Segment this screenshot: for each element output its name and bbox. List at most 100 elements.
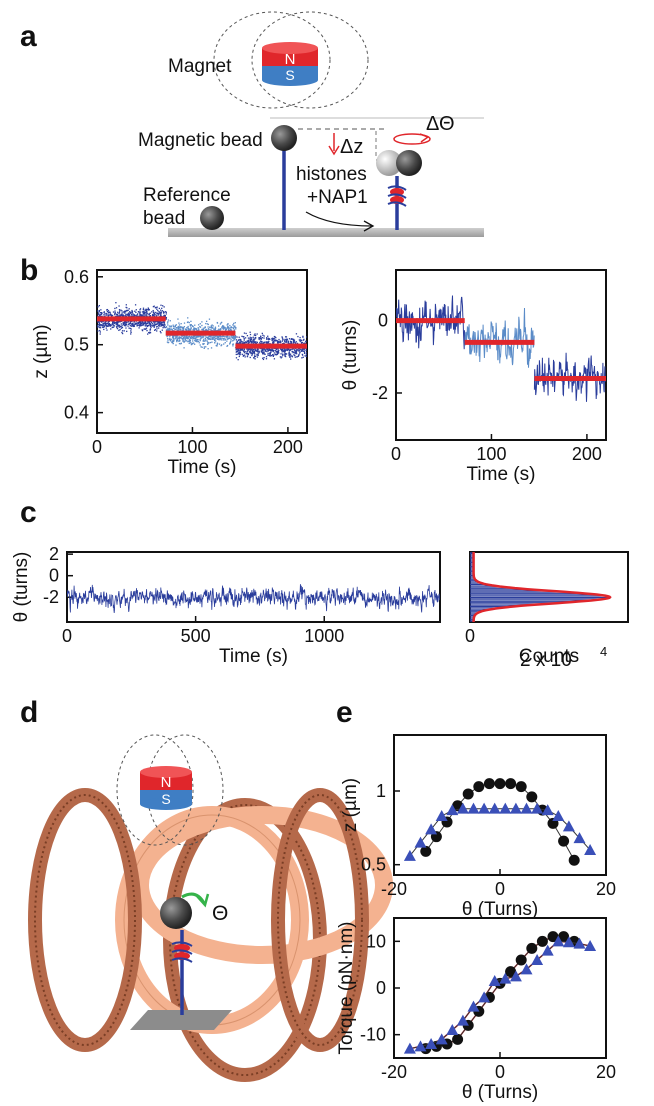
data-point [98, 323, 100, 326]
data-point-triangle [562, 936, 575, 948]
data-point [166, 341, 169, 343]
data-point [234, 326, 236, 329]
data-point [124, 324, 126, 327]
data-point [185, 337, 188, 339]
data-point [149, 332, 152, 334]
data-point [158, 324, 161, 326]
data-point [111, 314, 114, 317]
data-point [97, 313, 100, 315]
data-point [260, 335, 262, 338]
data-point [217, 335, 219, 338]
data-point [297, 349, 299, 351]
data-point [256, 353, 258, 356]
data-point [291, 337, 293, 340]
data-point [127, 314, 129, 316]
data-point [124, 310, 126, 312]
data-point [160, 332, 162, 334]
data-point [228, 329, 231, 332]
data-point [234, 334, 237, 337]
data-point [282, 338, 284, 340]
data-point [207, 338, 209, 340]
data-trace [67, 584, 440, 613]
data-point [306, 352, 307, 354]
data-point [248, 342, 250, 344]
data-point [156, 322, 158, 324]
data-point [205, 336, 207, 338]
data-point [97, 310, 99, 312]
data-point [302, 339, 305, 341]
data-point [107, 323, 110, 326]
data-point [299, 336, 301, 339]
data-point [212, 336, 214, 338]
data-point [160, 314, 162, 316]
data-point [253, 355, 256, 357]
data-point [102, 322, 104, 325]
data-point-circle [483, 778, 495, 790]
data-point [101, 315, 103, 318]
data-point [191, 335, 193, 338]
data-point [225, 328, 227, 331]
data-point [118, 324, 120, 327]
data-point [201, 321, 203, 323]
y-axis-label: θ (turns) [11, 552, 32, 623]
data-point [99, 333, 101, 335]
data-point [284, 348, 286, 350]
data-point [144, 309, 146, 311]
data-point [139, 309, 141, 311]
data-point [265, 356, 268, 358]
data-point [143, 322, 145, 324]
data-point [274, 339, 277, 341]
data-point [296, 342, 299, 345]
data-point [143, 328, 145, 330]
data-point [301, 339, 303, 342]
data-point [156, 323, 158, 325]
data-point [137, 313, 139, 315]
data-point [146, 313, 148, 315]
data-point [115, 307, 118, 309]
data-point [214, 336, 216, 339]
data-point [165, 318, 167, 320]
data-point [128, 314, 130, 317]
data-point [157, 314, 159, 316]
data-point [237, 349, 239, 351]
data-point [129, 311, 131, 313]
data-point [267, 347, 269, 350]
magnetic-bead [271, 125, 297, 151]
data-point [207, 326, 209, 328]
data-point [227, 337, 229, 340]
data-point [253, 356, 256, 358]
data-point [304, 355, 306, 357]
data-point [160, 315, 162, 317]
data-point [264, 348, 266, 350]
data-point [267, 354, 269, 356]
data-point [299, 339, 302, 341]
data-point [249, 338, 251, 340]
data-point [241, 341, 243, 343]
data-point [243, 337, 245, 340]
data-point [149, 324, 151, 326]
data-point [167, 324, 169, 326]
data-point [303, 351, 306, 353]
data-point-triangle [488, 802, 501, 814]
data-point [149, 325, 152, 328]
data-point [273, 338, 276, 340]
data-point [118, 310, 121, 312]
data-point [189, 336, 192, 339]
data-point [233, 335, 235, 338]
data-point [179, 339, 181, 342]
data-point [306, 348, 307, 350]
data-point [123, 312, 126, 314]
data-point [97, 330, 99, 332]
data-point [252, 350, 254, 353]
data-point [226, 340, 228, 342]
data-point [243, 332, 246, 334]
data-point [258, 350, 260, 352]
data-point [268, 340, 270, 343]
magnet-n-label: N [285, 51, 296, 68]
data-point [175, 327, 178, 329]
data-point [254, 341, 256, 343]
data-point-triangle [531, 954, 544, 965]
data-point [256, 341, 258, 343]
data-point [144, 314, 146, 316]
data-point [302, 335, 304, 337]
